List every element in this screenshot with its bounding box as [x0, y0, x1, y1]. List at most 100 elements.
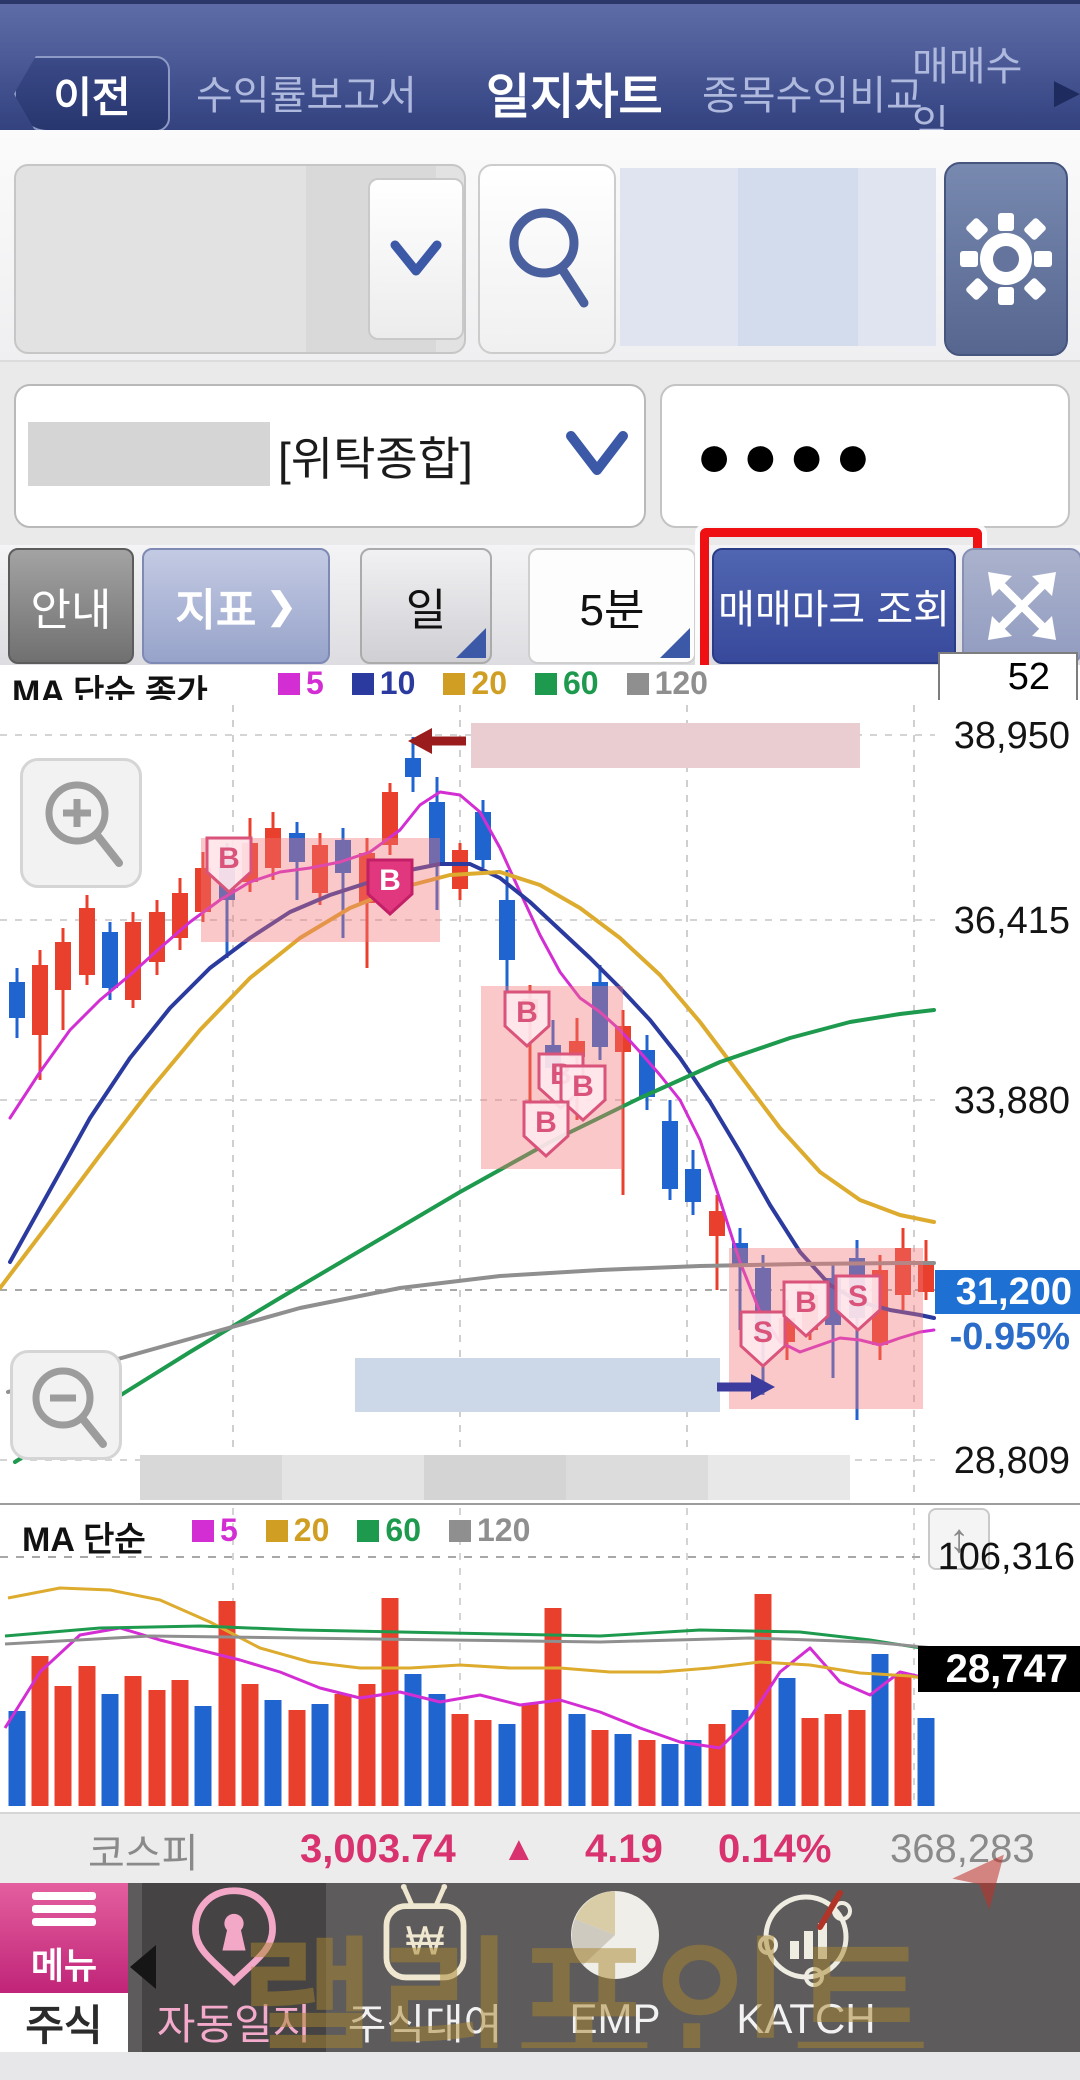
- index-change: 4.19: [585, 1827, 663, 1871]
- trade-mark-search-button[interactable]: 매매마크 조회: [712, 548, 956, 664]
- chevron-down-icon: [566, 431, 628, 475]
- magnifier-minus-icon: [32, 1367, 107, 1448]
- index-value: 3,003.74: [300, 1827, 456, 1871]
- trade-mark-b: B: [522, 1100, 570, 1159]
- current-price-tag: 31,200: [935, 1270, 1080, 1314]
- trade-mark-b: B: [782, 1280, 830, 1339]
- password-field[interactable]: ●●●●: [660, 384, 1070, 528]
- ma-legend-120: 120: [626, 665, 708, 702]
- svg-text:B: B: [379, 864, 401, 897]
- guide-button[interactable]: 안내: [8, 548, 134, 664]
- index-name: 코스피: [88, 1831, 199, 1876]
- price-axis-label: 28,809: [953, 1440, 1070, 1482]
- pie-chart-icon: [571, 1891, 659, 1979]
- trade-mark-b: B: [503, 990, 551, 1049]
- right-triangle-icon: ▶: [1053, 73, 1080, 111]
- zoom-out-button[interactable]: [10, 1350, 122, 1460]
- svg-text:S: S: [753, 1316, 773, 1349]
- account-dropdown[interactable]: [위탁종합]: [14, 384, 646, 528]
- resize-handle[interactable]: ↕: [928, 1508, 990, 1570]
- expand-arrows-icon: [988, 572, 1056, 640]
- volume-chart[interactable]: [0, 1505, 1080, 1812]
- legend-square-icon: [192, 1519, 214, 1542]
- search-button[interactable]: [478, 164, 616, 354]
- price-axis-label: 36,415: [953, 900, 1070, 942]
- legend-square-icon: [265, 1519, 288, 1542]
- ma-legend-10: 10: [351, 665, 415, 702]
- volume-high-label: 106,316: [937, 1536, 1075, 1578]
- won-tv-icon: ₩: [383, 1883, 467, 1981]
- main-candlestick-chart[interactable]: BBBBBBSBS: [0, 700, 1080, 1505]
- chart-toolbar: 안내 지표 ❯ 일 5분 매매마크 조회: [0, 528, 1080, 696]
- account-row: [위탁종합] ●●●●: [0, 360, 1080, 547]
- magnifier-plus-icon: [45, 781, 123, 867]
- stock-tab[interactable]: 주식: [0, 1993, 128, 2052]
- trade-mark-s: S: [834, 1274, 882, 1333]
- settings-button[interactable]: [944, 162, 1068, 356]
- svg-text:B: B: [516, 996, 538, 1029]
- dropdown-corner-icon: [660, 628, 690, 658]
- journal-pin-icon: [192, 1887, 276, 1987]
- svg-text:S: S: [848, 1280, 868, 1313]
- tab-stock-compare[interactable]: 종목수익비교: [702, 74, 923, 118]
- menu-label: 메뉴: [30, 1945, 98, 1986]
- search-row: [0, 130, 1080, 360]
- kospi-status-bar: 코스피 3,003.74 ▲ 4.19 0.14% 368,283: [0, 1812, 1080, 1885]
- gear-icon: [960, 213, 1052, 305]
- index-volume: 368,283: [890, 1827, 1035, 1871]
- indicator-button[interactable]: 지표 ❯: [142, 548, 330, 664]
- index-change-percent: 0.14%: [718, 1827, 832, 1871]
- main-chart-legend: MA 단순 종가 5 10 20 60 120: [0, 665, 1080, 712]
- trade-mark-s: S: [739, 1310, 787, 1369]
- bottom-strip: [0, 2052, 1080, 2080]
- trade-mark-b: B: [559, 1064, 607, 1123]
- nav-item-emp[interactable]: EMP: [540, 1883, 690, 2052]
- legend-square-icon: [448, 1519, 471, 1542]
- price-axis-label: 33,880: [953, 1080, 1070, 1122]
- vol-ma-legend-120: 120: [448, 1512, 530, 1549]
- trade-mark-b: B: [366, 858, 414, 917]
- ma-legend-20: 20: [443, 665, 507, 702]
- censored-info-area: [620, 168, 936, 346]
- zoom-in-button[interactable]: [20, 758, 142, 888]
- svg-text:₩: ₩: [406, 1917, 444, 1963]
- back-button[interactable]: 이전: [14, 56, 170, 132]
- vol-ma-legend-5: 5: [192, 1512, 238, 1549]
- svg-text:B: B: [795, 1286, 817, 1319]
- volume-chart-legend: MA 단순 5 20 60 120: [0, 1512, 1080, 1559]
- price-axis-label: 38,950: [953, 715, 1070, 757]
- menu-button[interactable]: 메뉴: [0, 1883, 128, 1993]
- volume-current-tag: 28,747: [918, 1646, 1080, 1692]
- hamburger-icon: [32, 1887, 96, 1931]
- nav-item-katch[interactable]: KATCH: [716, 1883, 896, 2052]
- orbit-chart-icon: [758, 1890, 852, 1987]
- legend-square-icon: [357, 1519, 380, 1542]
- legend-square-icon: [534, 672, 557, 695]
- dropdown-corner-icon: [456, 628, 486, 658]
- nav-item-auto-journal[interactable]: 자동일지: [142, 1883, 326, 2052]
- legend-square-icon: [351, 672, 374, 695]
- up-triangle-icon: ▲: [502, 1830, 536, 1868]
- top-nav: 이전 수익률보고서 일지차트 종목수익비교 매매수익 ▶: [0, 0, 1080, 147]
- legend-square-icon: [278, 672, 300, 695]
- censored-account-number: [28, 422, 270, 486]
- ma-legend-5: 5: [278, 665, 324, 702]
- tab-journal-chart[interactable]: 일지차트: [486, 71, 663, 124]
- svg-text:B: B: [218, 842, 240, 875]
- chevron-down-icon: [390, 240, 442, 276]
- nav-item-stock-lending[interactable]: ₩ 주식대여: [340, 1883, 510, 2052]
- tab-trade-profit[interactable]: 매매수익 ▶: [912, 45, 1080, 147]
- stock-dropdown-button[interactable]: [368, 178, 464, 340]
- candle-count-box[interactable]: 52: [938, 652, 1078, 702]
- bottom-nav: 메뉴 주식 자동일지 ₩ 주식대여: [0, 1883, 1080, 2052]
- period-minute-button[interactable]: 5분: [528, 548, 696, 664]
- legend-square-icon: [626, 672, 649, 695]
- tab-profit-report[interactable]: 수익률보고서: [196, 74, 417, 118]
- period-day-button[interactable]: 일: [360, 548, 492, 664]
- search-icon: [509, 208, 589, 308]
- trade-mark-b: B: [205, 836, 253, 895]
- change-percent-label: -0.95%: [949, 1316, 1070, 1358]
- expand-chart-button[interactable]: [962, 548, 1080, 664]
- svg-text:B: B: [535, 1106, 557, 1139]
